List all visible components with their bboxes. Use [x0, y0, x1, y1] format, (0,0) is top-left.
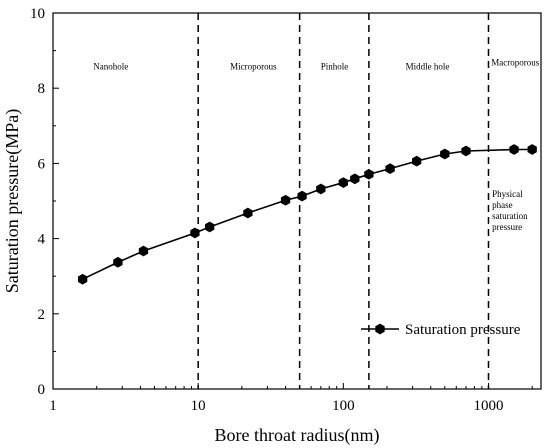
x-axis-label: Bore throat radius(nm): [215, 425, 380, 446]
x-tick-label: 100: [332, 398, 355, 414]
annotation-line: pressure: [492, 222, 522, 232]
data-point: [461, 145, 471, 157]
data-point: [280, 194, 291, 206]
annotation-line: Physical: [492, 189, 523, 199]
x-tick-label: 1: [49, 398, 57, 414]
data-point: [138, 245, 149, 257]
y-tick-label: 2: [38, 307, 46, 323]
data-point: [113, 256, 123, 268]
x-tick-label: 10: [191, 398, 206, 414]
y-tick-label: 10: [30, 6, 45, 22]
data-point: [527, 144, 537, 155]
region-label: Microporous: [230, 61, 277, 71]
data-point: [364, 168, 374, 180]
plot-area: 0 2 4 6 8 10 1 10 100 1000 Nanohole Microporous Pinh…: [2, 6, 542, 446]
series-line: [82, 148, 533, 280]
y-tick-label: 0: [38, 382, 46, 398]
data-point: [77, 273, 88, 285]
region-label: Pinhole: [321, 61, 349, 71]
x-tick-label: 1000: [473, 398, 503, 414]
data-point: [350, 173, 360, 185]
annotation-line: phase: [492, 200, 513, 210]
data-point: [243, 207, 253, 219]
data-point: [412, 155, 422, 167]
data-point: [440, 148, 450, 160]
y-tick-label: 6: [38, 156, 46, 172]
data-point: [385, 163, 395, 175]
y-axis-label: Saturation pressure(MPa): [2, 109, 23, 293]
region-label: Nanohole: [93, 61, 128, 71]
data-point: [297, 190, 307, 202]
data-point: [205, 221, 215, 233]
annotation-line: saturation: [492, 211, 528, 221]
region-label: Middle hole: [406, 61, 450, 71]
y-tick-label: 4: [38, 232, 46, 248]
y-tick-label: 8: [38, 81, 46, 97]
data-point: [509, 144, 519, 155]
legend-marker: [375, 323, 385, 335]
region-label: Macroporous: [491, 58, 539, 68]
data-point: [338, 177, 348, 188]
data-point: [316, 183, 326, 195]
data-point: [190, 227, 200, 239]
legend-label: Saturation pressure: [405, 322, 521, 338]
